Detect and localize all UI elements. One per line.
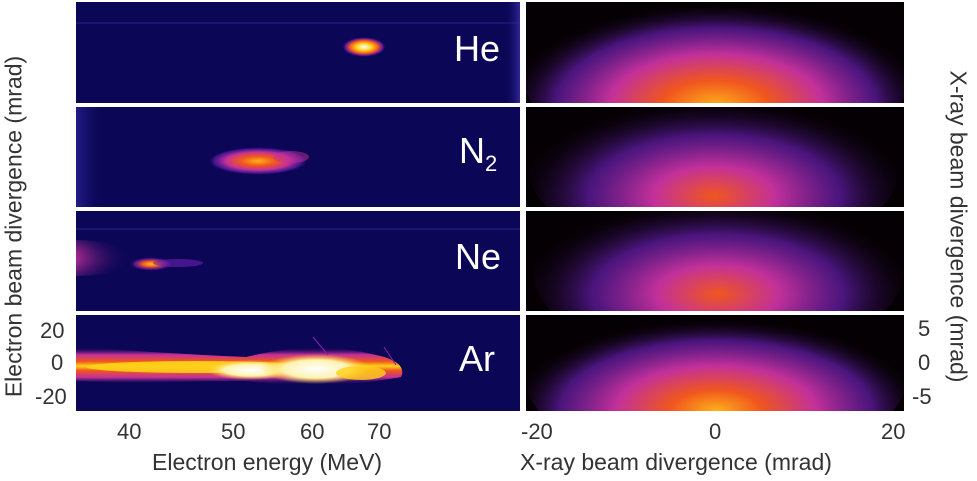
electron-xtick: 40 (117, 419, 142, 444)
electron-xtick: 60 (300, 419, 325, 444)
xray-ytick: 5 (918, 316, 931, 341)
xray-beam-ne (533, 211, 903, 311)
xray-beam-he (526, 2, 904, 103)
gas-label-ar: Ar (459, 338, 495, 379)
electron-beam-ne (76, 228, 520, 276)
xray-panel-ne (526, 211, 904, 311)
electron-ytick: 0 (51, 350, 64, 375)
electron-panel-ar: Ar (76, 315, 520, 411)
electron-beam-he (76, 2, 520, 103)
xray-beam-ar (526, 315, 904, 411)
electron-panel-ne: Ne (76, 211, 520, 311)
xray-ytick: 0 (918, 350, 931, 375)
electron-beam-ar (76, 336, 403, 386)
electron-panel-n2: N2 (76, 107, 520, 207)
electron-panel-he: He (76, 2, 520, 103)
xray-beam-n2 (529, 107, 899, 207)
electron-ylabel: Electron beam divergence (mrad) (0, 55, 27, 398)
xray-xtick: 0 (709, 419, 722, 444)
electron-ytick: -20 (35, 384, 67, 409)
xray-xtick: -20 (521, 419, 553, 444)
gas-label-ne: Ne (455, 236, 502, 277)
electron-beam-n2 (76, 107, 309, 207)
gas-label-he: He (454, 28, 501, 69)
electron-xlabel: Electron energy (MeV) (152, 449, 383, 475)
xray-panel-n2 (526, 107, 904, 207)
xray-xtick: 20 (881, 419, 906, 444)
electron-ytick: 20 (40, 318, 65, 343)
gas-label-n2: N2 (459, 130, 498, 177)
xray-panel-he (526, 2, 904, 103)
electron-xtick: 70 (367, 419, 392, 444)
electron-xtick: 50 (221, 419, 246, 444)
xray-ylabel: X-ray beam divergence (mrad) (945, 70, 972, 383)
xray-xlabel: X-ray beam divergence (mrad) (520, 449, 832, 475)
xray-panel-ar (526, 315, 904, 411)
xray-ytick: -5 (912, 384, 932, 409)
